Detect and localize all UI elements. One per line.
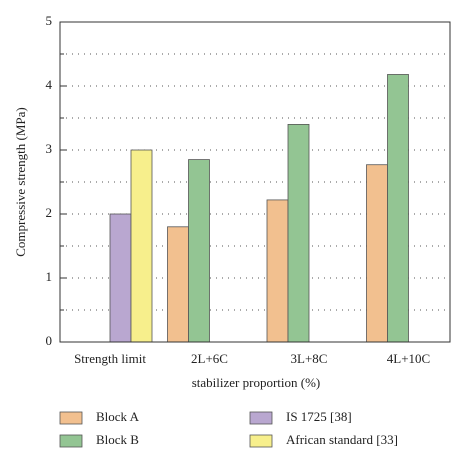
bar bbox=[167, 226, 189, 343]
legend-label: IS 1725 [38] bbox=[286, 409, 352, 424]
legend-swatch bbox=[249, 411, 273, 425]
y-axis-label: Compressive strength (MPa) bbox=[13, 107, 28, 256]
y-tick-label: 1 bbox=[46, 269, 53, 284]
x-tick-label: Strength limit bbox=[74, 351, 146, 366]
bar bbox=[287, 124, 310, 343]
y-tick-label: 3 bbox=[46, 141, 53, 156]
y-tick-label: 4 bbox=[46, 77, 53, 92]
legend-label: African standard [33] bbox=[286, 432, 398, 447]
y-tick-label: 2 bbox=[46, 205, 53, 220]
bar bbox=[130, 149, 153, 343]
bar bbox=[387, 74, 409, 343]
legend-swatch bbox=[249, 434, 273, 448]
x-tick-label: 2L+6C bbox=[191, 351, 228, 366]
bar bbox=[109, 213, 132, 343]
legend-label: Block B bbox=[96, 432, 139, 447]
plot-frame bbox=[59, 21, 451, 343]
legend-swatch bbox=[59, 434, 83, 448]
legend-swatch bbox=[59, 411, 83, 425]
x-tick-label: 4L+10C bbox=[387, 351, 430, 366]
x-axis-label: stabilizer proportion (%) bbox=[192, 375, 321, 390]
legend-label: Block A bbox=[96, 409, 140, 424]
bar bbox=[188, 159, 210, 343]
bar bbox=[366, 164, 388, 343]
y-tick-label: 5 bbox=[46, 13, 53, 28]
y-tick-label: 0 bbox=[46, 333, 53, 348]
x-tick-label: 3L+8C bbox=[291, 351, 328, 366]
bar bbox=[266, 199, 289, 343]
